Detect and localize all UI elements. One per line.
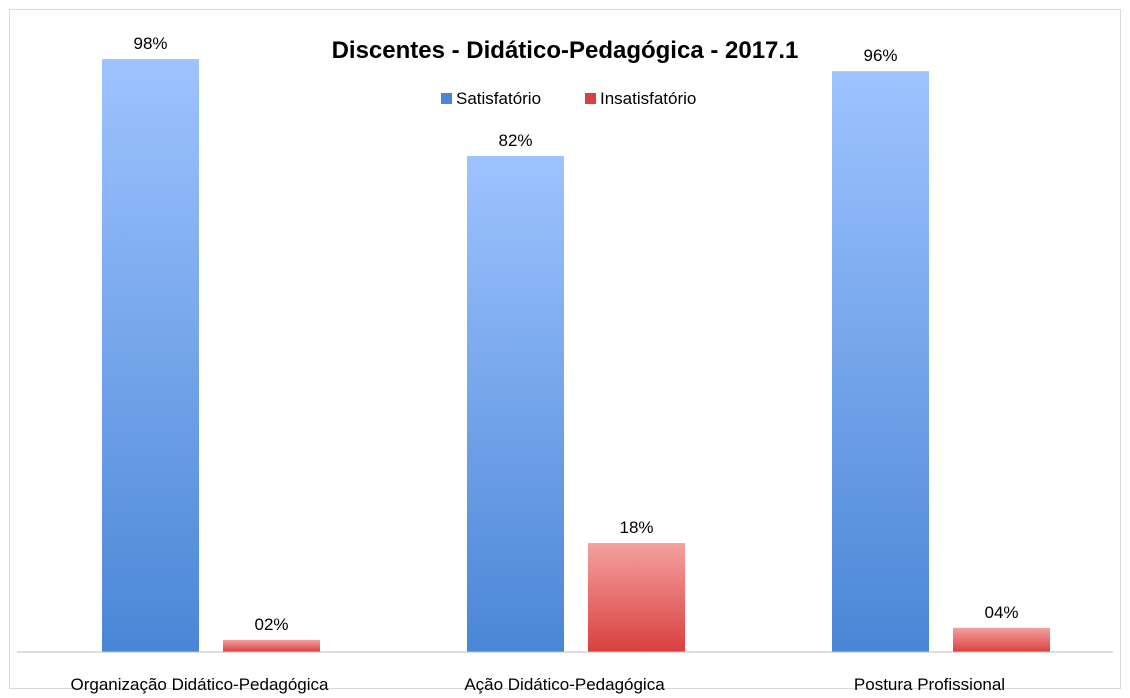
bars	[102, 59, 1050, 653]
legend-swatch-satisfatorio	[441, 93, 452, 104]
bar-satisfatorio-3	[832, 71, 929, 652]
data-label-insatisfatorio-1: 02%	[254, 615, 288, 634]
chart-title: Discentes - Didático-Pedagógica - 2017.1	[332, 37, 799, 64]
data-label-insatisfatorio-3: 04%	[984, 603, 1018, 622]
legend-label-insatisfatorio: Insatisfatório	[600, 89, 696, 108]
data-label-satisfatorio-1: 98%	[133, 34, 167, 53]
data-label-satisfatorio-2: 82%	[498, 131, 532, 150]
bar-insatisfatorio-1	[223, 639, 320, 652]
data-label-insatisfatorio-2: 18%	[619, 518, 653, 537]
category-label-2: Ação Didático-Pedagógica	[464, 675, 665, 694]
bar-satisfatorio-2	[467, 155, 564, 652]
legend: Satisfatório Insatisfatório	[441, 89, 696, 108]
data-label-satisfatorio-3: 96%	[863, 46, 897, 65]
bar-satisfatorio-1	[102, 59, 199, 653]
bar-insatisfatorio-3	[953, 627, 1050, 652]
category-label-1: Organização Didático-Pedagógica	[71, 675, 330, 694]
bar-insatisfatorio-2	[588, 543, 685, 652]
category-label-3: Postura Profissional	[854, 675, 1005, 694]
legend-swatch-insatisfatorio	[585, 93, 596, 104]
data-labels: 98% 02% 82% 18% 96% 04%	[133, 34, 1018, 634]
legend-label-satisfatorio: Satisfatório	[456, 89, 541, 108]
category-labels: Organização Didático-Pedagógica Ação Didá…	[71, 675, 1006, 694]
